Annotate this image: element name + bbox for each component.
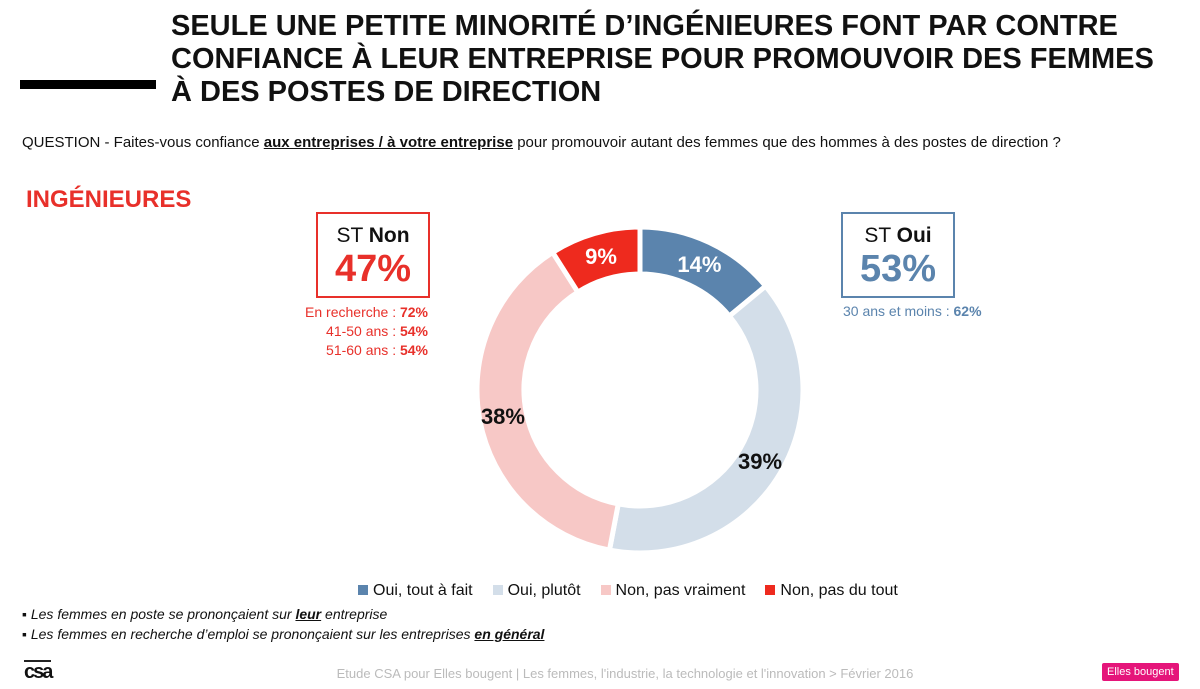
st-oui-details: 30 ans et moins : 62% xyxy=(843,303,982,319)
question-prefix: QUESTION - Faites-vous confiance xyxy=(22,134,264,151)
footer-text: Etude CSA pour Elles bougent | Les femme… xyxy=(336,666,914,681)
st-non-details: En recherche : 72% 41-50 ans : 54% 51-60… xyxy=(305,303,428,360)
donut-segment xyxy=(606,282,806,556)
note-emphasis: leur xyxy=(295,606,322,622)
detail-row: 41-50 ans : 54% xyxy=(305,322,428,341)
question-suffix: pour promouvoir autant des femmes que de… xyxy=(513,134,1061,151)
legend-item: Non, pas vraiment xyxy=(600,582,746,600)
note-emphasis: en général xyxy=(474,626,545,642)
legend-label: Non, pas du tout xyxy=(780,582,898,599)
note-text: entreprise xyxy=(321,606,388,622)
legend-swatch xyxy=(600,585,611,595)
st-non-label-pre: ST xyxy=(336,224,369,247)
detail-row: En recherche : 72% xyxy=(305,303,428,322)
legend-label: Oui, tout à fait xyxy=(373,582,473,599)
st-oui-box: ST Oui 53% xyxy=(841,212,955,298)
title-line: CONFIANCE À LEUR ENTREPRISE POUR PROMOUV… xyxy=(171,43,1154,75)
detail-label: 41-50 ans : xyxy=(326,323,400,339)
data-label: 38% xyxy=(481,404,525,429)
legend-item: Oui, tout à fait xyxy=(358,582,473,600)
title-line: SEULE UNE PETITE MINORITÉ D’INGÉNIEURES … xyxy=(171,10,1118,42)
legend-swatch xyxy=(765,585,776,595)
st-oui-label-bold: Oui xyxy=(896,224,932,247)
detail-label: 30 ans et moins : xyxy=(843,303,954,319)
detail-value: 72% xyxy=(399,304,428,320)
st-non-box: ST Non 47% xyxy=(316,212,430,298)
chart-legend: Oui, tout à fait Oui, plutôt Non, pas vrai… xyxy=(358,582,898,600)
legend-swatch xyxy=(358,585,368,595)
detail-value: 54% xyxy=(399,323,428,339)
st-oui-label: ST Oui xyxy=(843,224,953,248)
note-text: Les femmes en recherche d’emploi se pron… xyxy=(30,626,475,642)
detail-label: En recherche : xyxy=(305,304,400,320)
legend-item: Non, pas du tout xyxy=(765,582,898,600)
elles-bougent-logo: Elles bougent xyxy=(1102,663,1179,681)
legend-label: Non, pas vraiment xyxy=(615,582,746,599)
legend-item: Oui, plutôt xyxy=(492,582,581,600)
note-item: ▪ Les femmes en poste se prononçaient su… xyxy=(22,606,388,622)
data-label: 39% xyxy=(738,449,782,474)
donut-segment xyxy=(474,248,622,554)
title-line: À DES POSTES DE DIRECTION xyxy=(171,76,602,108)
data-label: 9% xyxy=(585,244,617,269)
detail-row: 51-60 ans : 54% xyxy=(305,341,428,360)
csa-logo: csa xyxy=(24,660,53,683)
detail-label: 51-60 ans : xyxy=(326,342,400,358)
page-title: SEULE UNE PETITE MINORITÉ D’INGÉNIEURES … xyxy=(171,10,1200,109)
legend-swatch xyxy=(492,585,503,595)
st-non-label-bold: Non xyxy=(368,224,410,247)
legend-label: Oui, plutôt xyxy=(507,582,581,599)
question-text: QUESTION - Faites-vous confiance aux ent… xyxy=(22,134,1061,151)
donut-segment xyxy=(549,224,643,296)
question-emphasis: aux entreprises / à votre entreprise xyxy=(263,134,514,151)
detail-value: 54% xyxy=(399,342,428,358)
detail-value: 62% xyxy=(953,303,982,319)
st-oui-label-pre: ST xyxy=(864,224,897,247)
section-heading: INGÉNIEURES xyxy=(26,186,192,213)
note-item: ▪ Les femmes en recherche d’emploi se pr… xyxy=(22,626,545,642)
title-accent-bar xyxy=(20,80,156,89)
st-non-value: 47% xyxy=(334,248,412,290)
notes: ▪ Les femmes en poste se prononçaient su… xyxy=(22,604,544,644)
st-oui-value: 53% xyxy=(859,248,937,290)
note-text: Les femmes en poste se prononçaient sur xyxy=(30,606,296,622)
st-non-label: ST Non xyxy=(318,224,428,248)
data-label: 14% xyxy=(677,252,721,277)
donut-chart: 14% 39% 38% 9% xyxy=(474,224,806,556)
